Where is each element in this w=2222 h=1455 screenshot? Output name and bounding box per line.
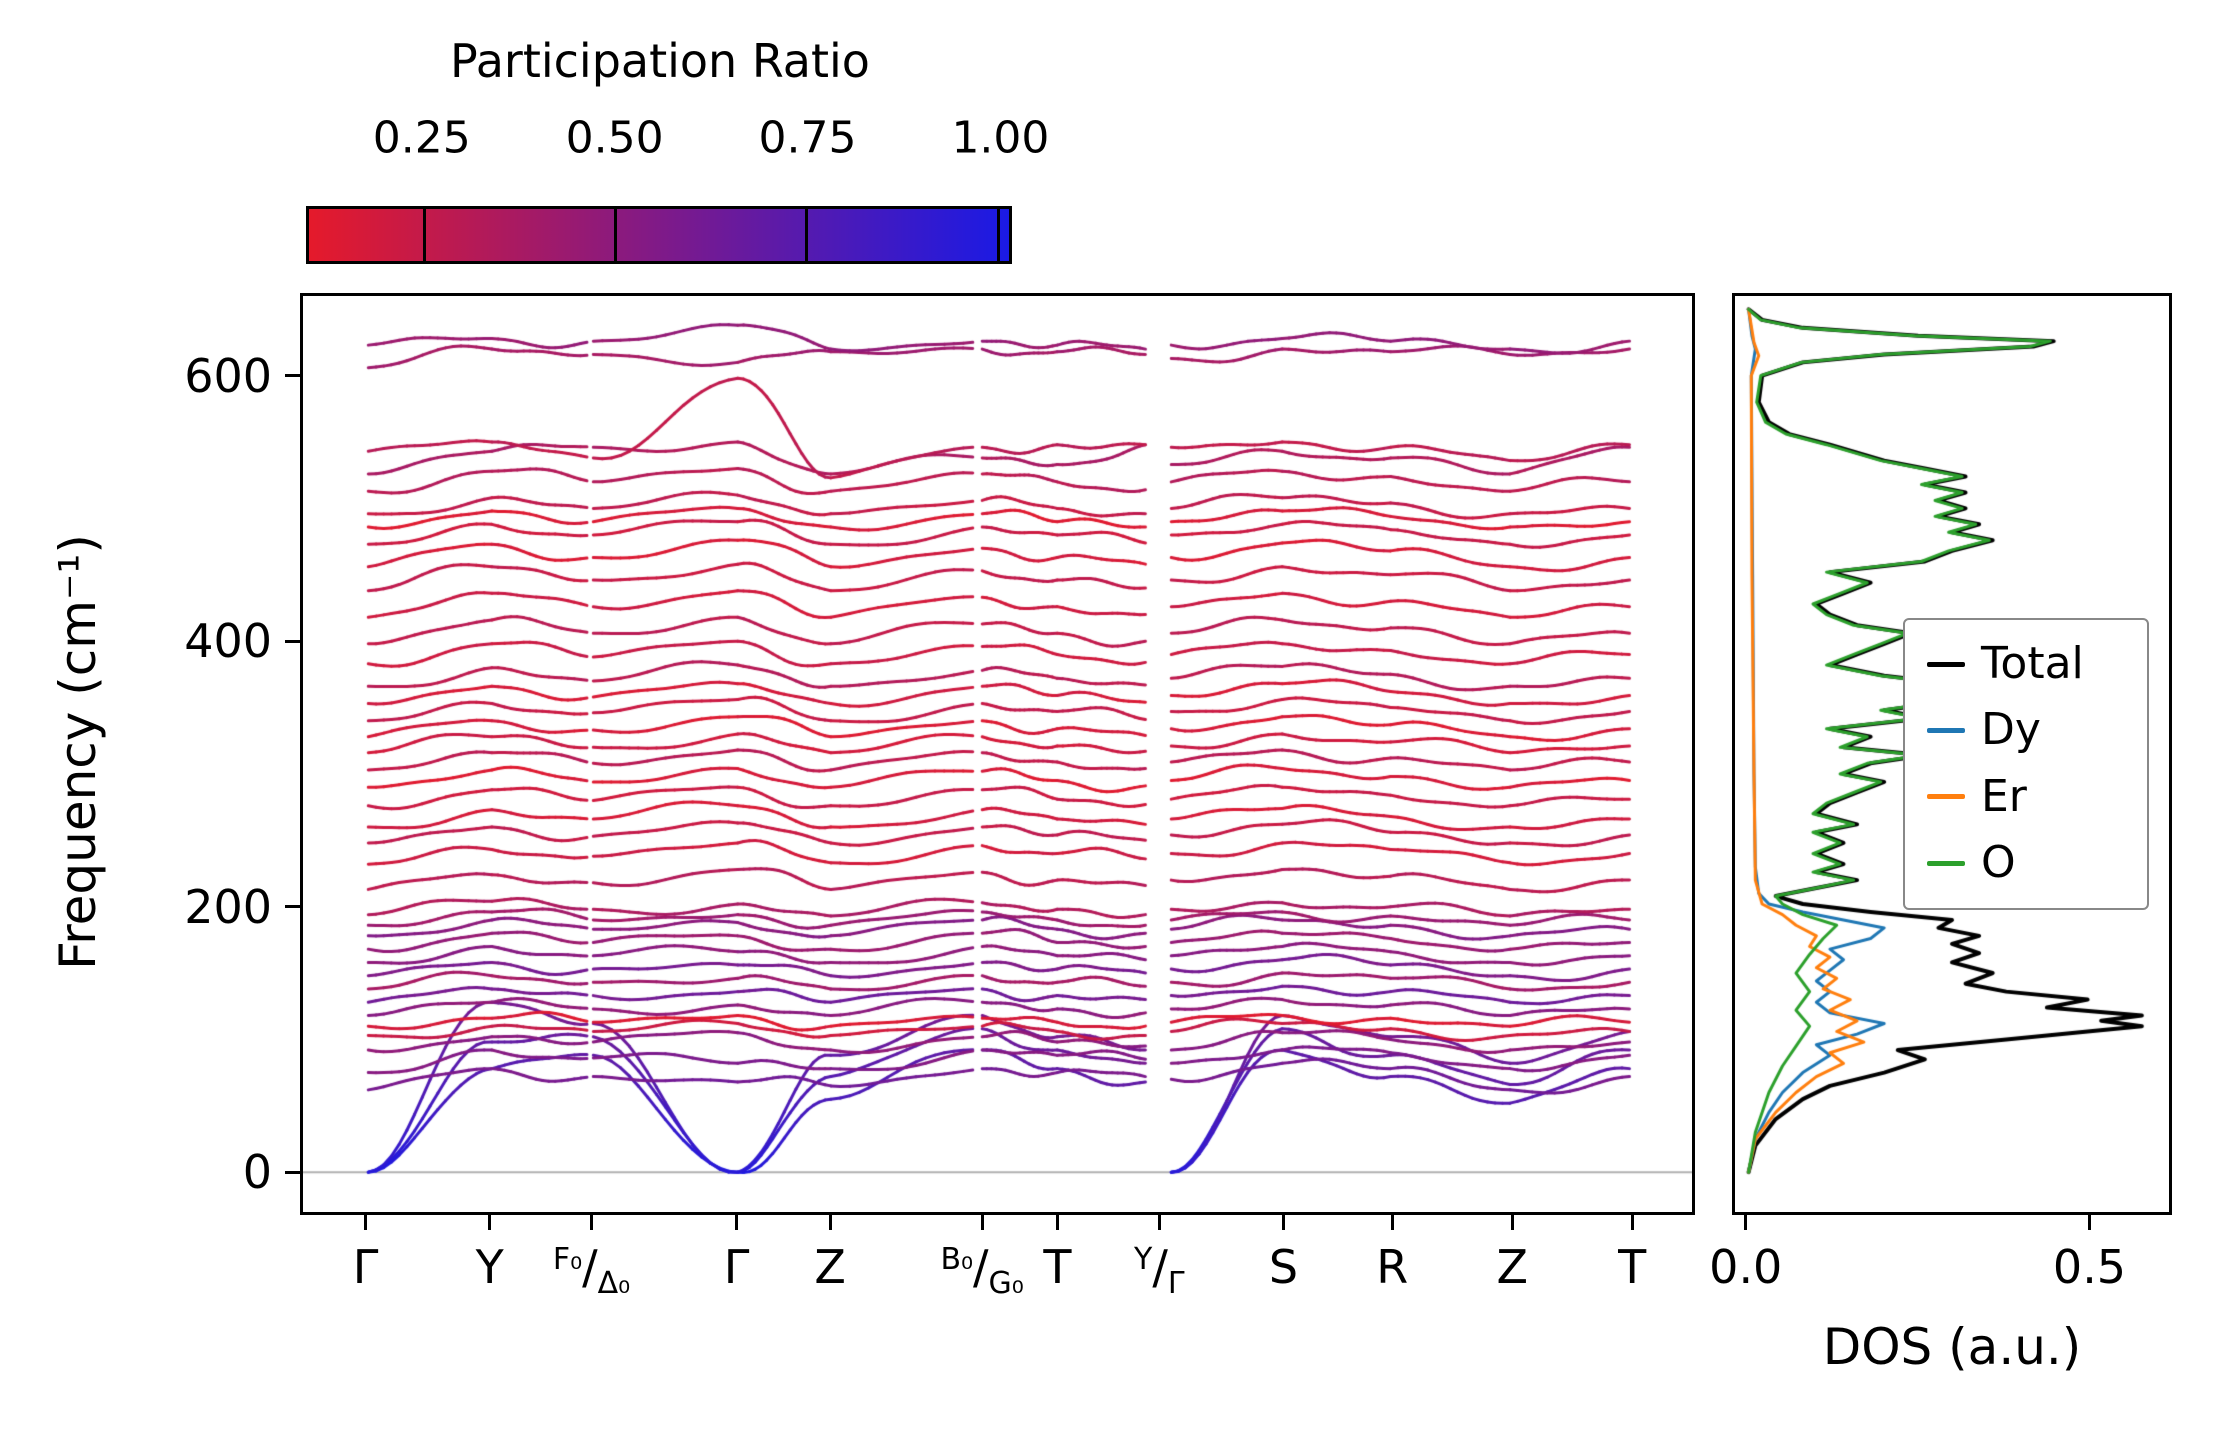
legend-item: Total: [1927, 638, 2125, 689]
legend-label: O: [1981, 837, 2016, 889]
legend-item: O: [1927, 837, 2125, 889]
kpoint-label: R: [1376, 1240, 1409, 1294]
x-tick-mark: [1390, 1215, 1394, 1230]
kpoint-label: Z: [1496, 1240, 1529, 1294]
colorbar-tick-mark: [614, 209, 617, 261]
kpoint-label-slash: /: [1152, 1240, 1168, 1294]
kpoint-label-slash: /: [973, 1240, 989, 1294]
y-axis-label: Frequency (cm⁻¹): [49, 534, 107, 970]
colorbar-tick-label: 0.75: [758, 112, 857, 164]
colorbar-title: Participation Ratio: [450, 34, 870, 88]
colorbar-tick-label: 1.00: [951, 112, 1050, 164]
kpoint-label-lower: G₀: [988, 1266, 1024, 1301]
kpoint-label-upper: F₀: [552, 1242, 583, 1277]
colorbar-tick-mark: [422, 209, 426, 261]
x-tick-mark: [980, 1215, 984, 1230]
x-tick-mark: [828, 1215, 832, 1230]
colorbar-tick-label: 0.50: [565, 112, 664, 164]
y-tick-mark: [285, 1170, 300, 1174]
x-tick-mark: [735, 1215, 739, 1230]
kpoint-label-lower: Γ: [1167, 1266, 1185, 1301]
kpoint-label: Y: [475, 1240, 504, 1294]
kpoint-label: S: [1268, 1240, 1299, 1294]
x-tick-mark: [1157, 1215, 1161, 1230]
y-tick-label: 600: [184, 348, 272, 403]
legend-line-swatch: [1927, 661, 1965, 667]
kpoint-label-lower: Δ₀: [597, 1266, 631, 1301]
x-tick-mark: [590, 1215, 594, 1230]
x-tick-mark: [488, 1215, 492, 1230]
legend-line-swatch: [1927, 728, 1965, 734]
y-tick-label: 0: [242, 1145, 272, 1200]
y-tick-mark: [285, 639, 300, 643]
legend-line-swatch: [1927, 860, 1965, 866]
kpoint-label-slash: /: [582, 1240, 598, 1294]
legend: Total Dy Er O: [1903, 618, 2149, 910]
colorbar-tick-mark: [996, 209, 1000, 261]
dos-axis-label: DOS (a.u.): [1822, 1318, 2082, 1376]
legend-label: Dy: [1981, 704, 2041, 756]
y-tick-label: 400: [184, 614, 272, 669]
kpoint-label: T: [1043, 1240, 1072, 1294]
kpoint-label: F₀/Δ₀: [552, 1240, 630, 1301]
y-tick-label: 200: [184, 879, 272, 934]
kpoint-label: Γ: [352, 1240, 379, 1294]
colorbar-tick-label: 0.25: [372, 112, 471, 164]
y-tick-mark: [285, 374, 300, 378]
kpoint-label-upper: B₀: [940, 1242, 974, 1277]
kpoint-label-upper: Y: [1134, 1242, 1153, 1277]
band-structure-panel: [300, 293, 1695, 1215]
dos-x-tick-label: 0.0: [1709, 1240, 1783, 1294]
legend-item: Dy: [1927, 704, 2125, 756]
x-tick-mark: [1630, 1215, 1634, 1230]
dos-panel: Total Dy Er O: [1732, 293, 2172, 1215]
y-tick-mark: [285, 905, 300, 909]
dos-x-tick-mark: [1744, 1215, 1748, 1230]
legend-line-swatch: [1927, 794, 1965, 800]
x-tick-mark: [1281, 1215, 1285, 1230]
kpoint-label: Γ: [723, 1240, 750, 1294]
x-tick-mark: [1510, 1215, 1514, 1230]
kpoint-label: Z: [814, 1240, 846, 1294]
legend-item: Er: [1927, 770, 2125, 822]
dos-x-tick-label: 0.5: [2052, 1240, 2127, 1294]
x-tick-mark: [364, 1215, 368, 1230]
dos-x-tick-mark: [2088, 1215, 2091, 1230]
legend-label: Er: [1981, 770, 2027, 822]
kpoint-label: T: [1618, 1240, 1647, 1294]
kpoint-label: Y/Γ: [1134, 1240, 1185, 1301]
band-structure-canvas: [303, 296, 1692, 1212]
colorbar: [306, 206, 1012, 264]
colorbar-tick-mark: [805, 209, 809, 261]
legend-label: Total: [1981, 638, 2084, 689]
kpoint-label: B₀/G₀: [940, 1240, 1023, 1301]
x-tick-mark: [1055, 1215, 1059, 1230]
